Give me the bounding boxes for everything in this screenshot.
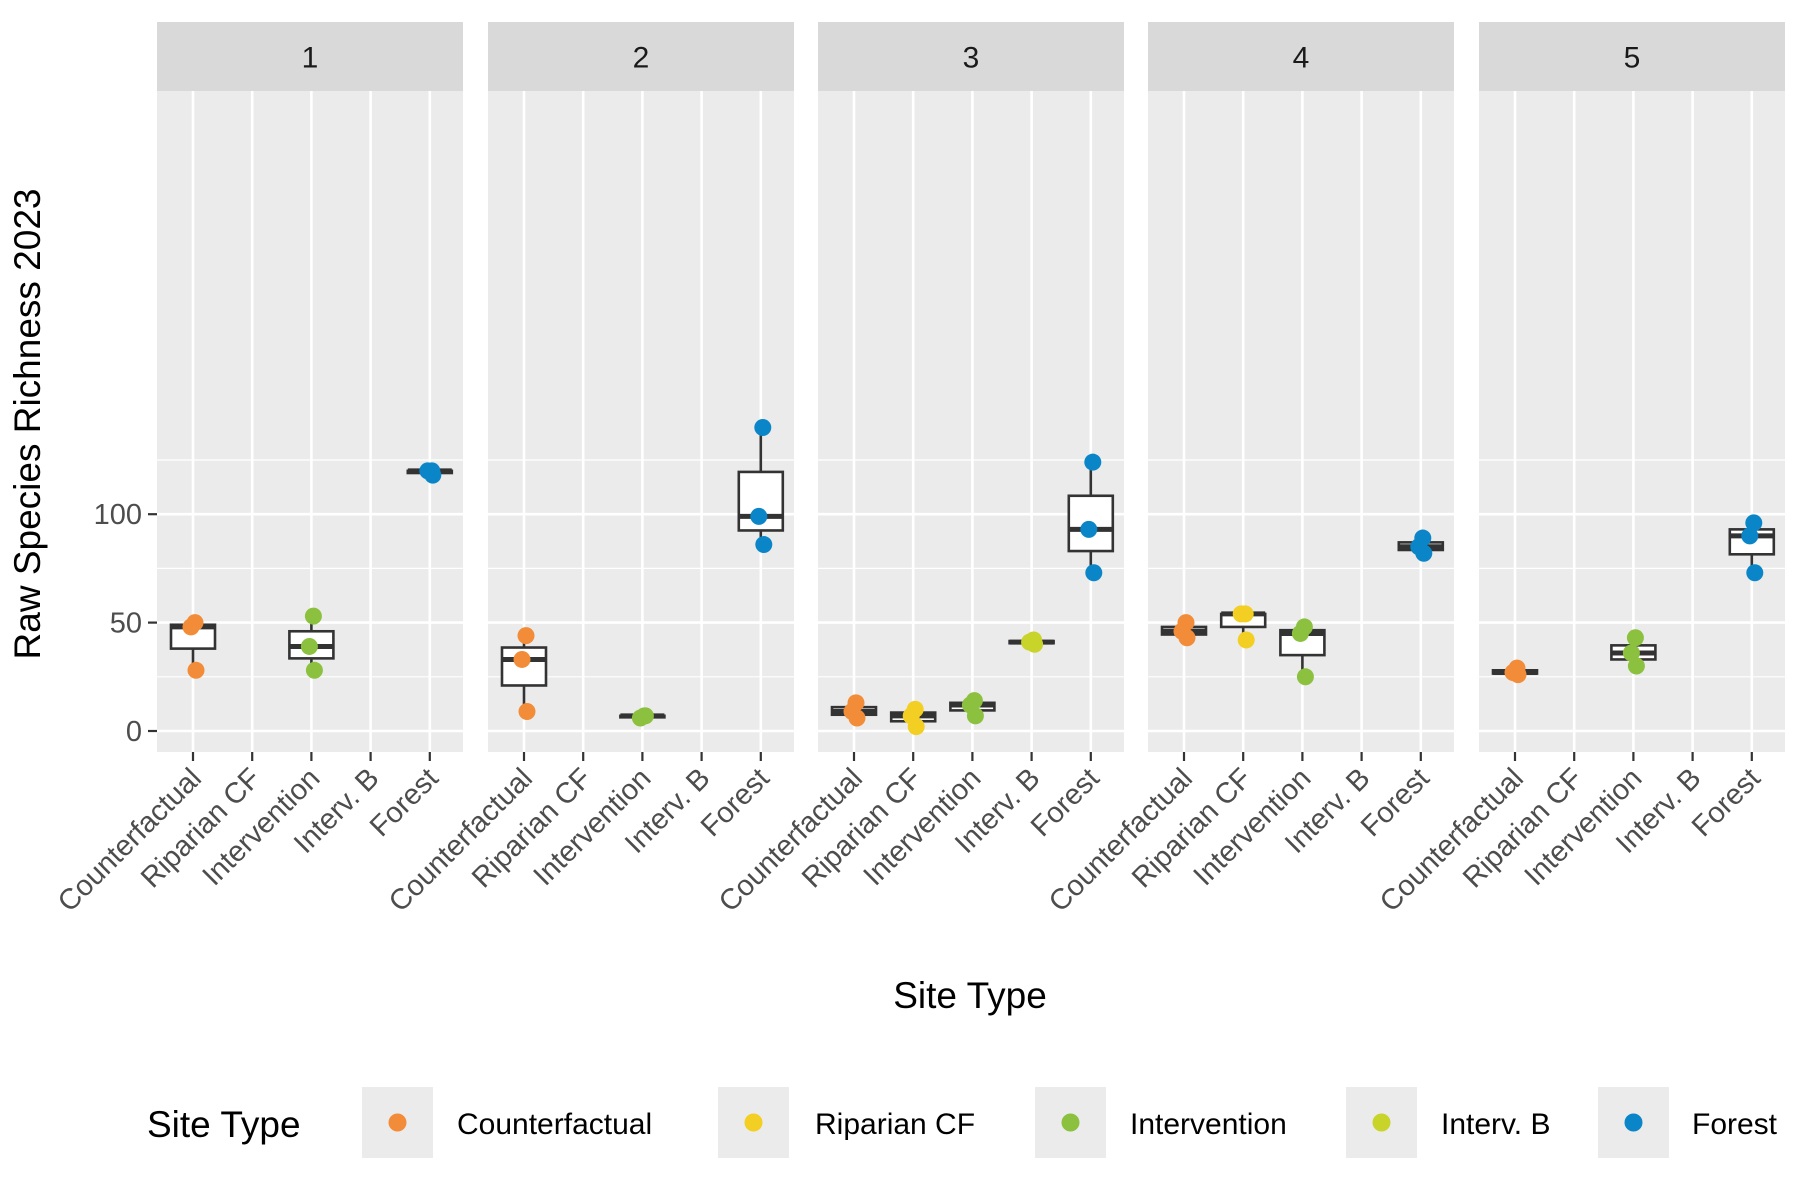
data-point (755, 536, 773, 554)
legend-item-label: Forest (1692, 1108, 1778, 1141)
data-point (1085, 564, 1103, 582)
data-point (513, 650, 531, 668)
data-point (1296, 668, 1314, 686)
data-point (182, 618, 200, 636)
data-point (304, 607, 322, 625)
legend-item-label: Riparian CF (815, 1108, 975, 1141)
data-point (1745, 514, 1763, 532)
x-tick-label: Forest (1355, 762, 1436, 843)
panel-background (488, 91, 794, 752)
y-tick-label: 100 (94, 499, 142, 531)
box-group (169, 614, 217, 679)
data-point (1627, 657, 1645, 675)
x-tick-label: Forest (1686, 762, 1767, 843)
box-group (619, 707, 666, 727)
x-tick-label: Forest (364, 762, 445, 843)
facet-strip-label: 4 (1293, 42, 1310, 75)
data-point (1746, 564, 1764, 582)
data-point (907, 718, 925, 736)
legend-key-point (744, 1113, 763, 1132)
data-point (1622, 644, 1640, 662)
data-point (1509, 666, 1527, 684)
box-group (1160, 614, 1208, 647)
box-group (500, 627, 548, 720)
data-point (518, 702, 536, 720)
legend: Site Type Counterfactual Riparian CF Inter… (147, 1087, 1778, 1158)
data-point (424, 466, 442, 484)
facet-strip (1479, 22, 1785, 91)
box-group (1067, 453, 1115, 582)
data-point (300, 637, 318, 655)
legend-key-point (1624, 1113, 1643, 1132)
facet-strip-label: 3 (963, 42, 980, 75)
data-point (1084, 453, 1102, 471)
x-axis-title: Site Type (893, 975, 1047, 1016)
data-point (754, 418, 772, 436)
data-point (636, 707, 654, 725)
box-group (288, 607, 335, 679)
data-point (1415, 544, 1433, 562)
legend-key-point (1372, 1113, 1391, 1132)
data-point (750, 507, 768, 525)
legend-key-point (1061, 1113, 1080, 1132)
x-tick-label: Forest (1025, 762, 1106, 843)
legend-key-point (388, 1113, 407, 1132)
facet-strip-label: 1 (302, 42, 319, 75)
data-point (966, 707, 984, 725)
box (737, 470, 785, 532)
y-tick-label: 50 (110, 608, 142, 640)
data-point (848, 709, 866, 727)
box-group (1008, 631, 1055, 653)
data-point (1741, 527, 1759, 545)
box-group (889, 700, 937, 736)
data-point (1291, 624, 1309, 642)
box-group (1397, 529, 1445, 562)
box-group (406, 462, 454, 484)
data-point (1080, 520, 1098, 538)
y-axis-title: Raw Species Richness 2023 (7, 189, 48, 660)
data-point (1026, 635, 1044, 653)
box-group (1610, 629, 1657, 675)
box-group (949, 692, 996, 725)
box-group (737, 418, 785, 554)
data-point (1232, 605, 1250, 623)
legend-item-label: Counterfactual (457, 1108, 652, 1141)
x-tick-label: Forest (695, 762, 776, 843)
facet-strip-label: 5 (1624, 42, 1641, 75)
facet-strip-label: 2 (633, 42, 650, 75)
box-group (830, 694, 878, 727)
box-group (1491, 659, 1539, 684)
data-point (1626, 629, 1644, 647)
box-group (1279, 618, 1326, 686)
data-point (305, 661, 323, 679)
y-axis: 0 50 100 (94, 499, 157, 748)
panel-background (818, 91, 1124, 752)
data-point (1237, 631, 1255, 649)
legend-item-label: Interv. B (1441, 1108, 1550, 1141)
facet-strip (157, 22, 463, 91)
y-tick-label: 0 (126, 716, 142, 748)
facet-strip (488, 22, 794, 91)
data-point (187, 661, 205, 679)
legend-title: Site Type (147, 1104, 301, 1145)
data-point (517, 627, 535, 645)
box-group (1219, 605, 1267, 649)
box-group (1728, 514, 1776, 582)
facet-strip (818, 22, 1124, 91)
data-point (1178, 629, 1196, 647)
legend-item-label: Intervention (1130, 1108, 1287, 1141)
facet-strip (1148, 22, 1454, 91)
